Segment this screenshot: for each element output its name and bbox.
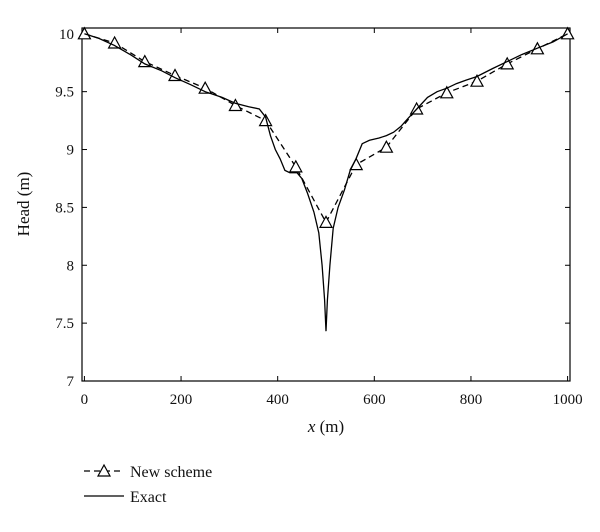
y-tick-label: 8 [67, 258, 75, 274]
data-point-new-scheme [107, 35, 122, 49]
x-tick-label: 200 [170, 392, 193, 408]
x-tick-label: 600 [363, 392, 386, 408]
series-line-new-scheme [84, 33, 568, 224]
y-tick-label: 8.5 [55, 200, 74, 216]
x-tick-label: 0 [81, 392, 89, 408]
data-point-new-scheme [288, 159, 303, 173]
data-point-new-scheme [439, 85, 454, 99]
legend: New scheme Exact [84, 463, 212, 506]
x-axis: 0 200 400 600 800 1000 [81, 28, 583, 408]
legend-label-new-scheme: New scheme [130, 464, 212, 481]
y-tick-label: 10 [59, 27, 74, 43]
data-point-new-scheme [258, 113, 273, 127]
series-line-exact [84, 33, 568, 332]
data-point-new-scheme [77, 26, 92, 40]
y-tick-label: 9.5 [55, 85, 74, 101]
x-axis-label-var: x [307, 417, 316, 436]
y-tick-label: 7 [67, 374, 75, 390]
plot-area [81, 27, 571, 382]
data-point-new-scheme [137, 54, 152, 68]
x-tick-label: 400 [266, 392, 289, 408]
data-point-new-scheme [318, 215, 334, 228]
y-tick-label: 9 [67, 143, 75, 159]
legend-label-exact: Exact [130, 489, 167, 506]
x-tick-label: 800 [460, 392, 483, 408]
data-point-new-scheme [167, 68, 183, 82]
data-point-new-scheme [469, 73, 485, 87]
data-point-new-scheme [228, 98, 243, 112]
series-layer [77, 26, 575, 332]
y-axis-label: Head (m) [14, 172, 33, 237]
x-axis-label: x (m) [307, 417, 344, 436]
data-point-new-scheme [379, 139, 394, 153]
plot-frame [81, 27, 571, 382]
legend-marker-new-scheme [96, 463, 112, 477]
x-axis-label-unit: (m) [315, 417, 344, 436]
y-tick-label: 7.5 [55, 316, 74, 332]
y-axis: 7 7.5 8 8.5 9 9.5 10 [55, 27, 570, 390]
x-tick-label: 1000 [553, 392, 583, 408]
data-point-new-scheme [560, 26, 575, 40]
